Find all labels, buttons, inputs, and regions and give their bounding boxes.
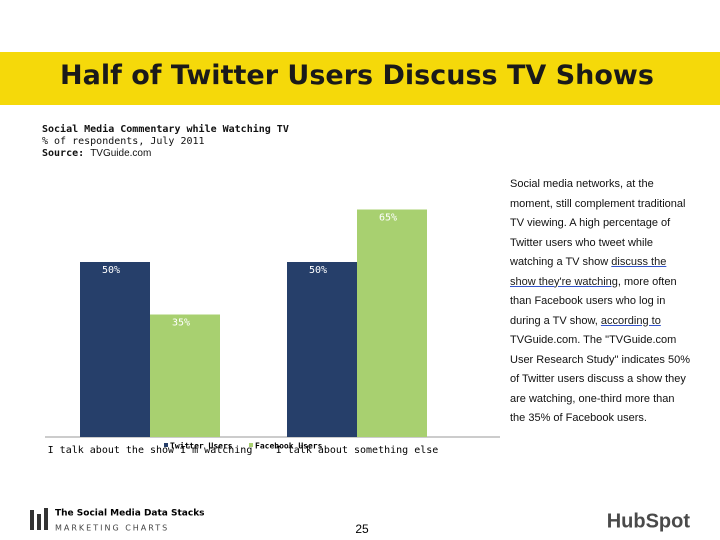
brand-line: The Social Media Data Stacks: [55, 509, 205, 519]
value-label: 35%: [172, 318, 190, 329]
side-text: Social media networks, at the moment, st…: [510, 175, 690, 429]
source-text: TVGuide.com: [90, 148, 152, 159]
logo-bar: [37, 514, 41, 530]
source-label: Source:: [42, 148, 85, 159]
text-run: TVGuide.com. The "TVGuide.com User Resea…: [510, 334, 690, 424]
value-label: 50%: [309, 265, 327, 276]
bar: [357, 209, 427, 437]
subtitle-line: Social Media Commentary while Watching T…: [42, 124, 289, 135]
slide-title: Half of Twitter Users Discuss TV Shows: [60, 60, 654, 91]
x-tick-label: I talk about something else: [276, 445, 439, 456]
subtitle: Social Media Commentary while Watching T…: [42, 124, 289, 160]
legend-label: Twitter Users: [170, 441, 233, 451]
legend-label: Facebook Users: [255, 442, 323, 451]
text-run: , more often than Facebook users who log…: [510, 275, 677, 327]
bar: [80, 262, 150, 437]
title-band: [0, 52, 720, 105]
link[interactable]: discuss the show they're watching: [510, 256, 667, 288]
subtitle-line: % of respondents, July 2011: [42, 136, 205, 147]
brand-line: MARKETING CHARTS: [55, 524, 169, 533]
bar: [150, 314, 220, 437]
source: Source: TVGuide.com: [42, 148, 289, 160]
x-tick-label: I talk about the show I'm watching: [48, 445, 253, 456]
logo-bar: [44, 508, 48, 530]
value-label: 65%: [379, 213, 397, 224]
value-label: 50%: [102, 265, 120, 276]
legend-swatch: [164, 443, 168, 447]
link[interactable]: according to: [600, 314, 661, 327]
page-number: 25: [355, 522, 369, 536]
text-run: Social media networks, at the moment, st…: [510, 178, 686, 268]
bar: [287, 262, 357, 437]
legend-swatch: [249, 443, 253, 447]
logo-bar: [30, 510, 34, 530]
logo: HubSpot: [607, 510, 691, 532]
